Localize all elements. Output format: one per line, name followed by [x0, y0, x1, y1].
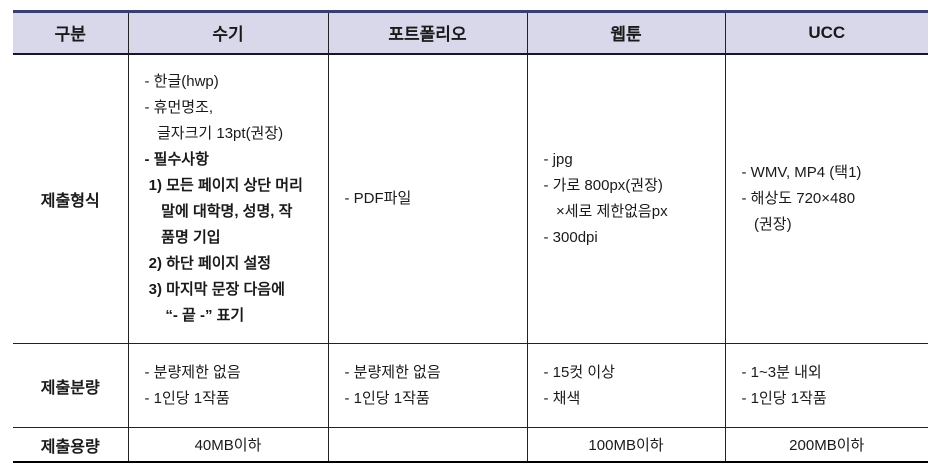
cell-line: 200MB이하 [789, 437, 865, 454]
cell-line: 1) 모든 페이지 상단 머리 [144, 176, 303, 194]
cell-line: - 휴먼명조, [144, 98, 214, 116]
cell-line: 40MB이하 [194, 437, 262, 454]
cell-line: - 300dpi [543, 228, 598, 246]
cell-line: 100MB이하 [588, 437, 664, 454]
cell-line: - jpg [543, 150, 573, 168]
table-row: 제출형식 - 한글(hwp) - 휴먼명조, 글자크기 13pt(권장) - 필수사항… [13, 53, 928, 344]
column-header-1: 수기 [128, 11, 329, 55]
cell-content: - 한글(hwp) - 휴먼명조, 글자크기 13pt(권장) - 필수사항 1) … [129, 63, 328, 335]
cell-line: - WMV, MP4 (택1) [741, 163, 862, 181]
cell-line: - PDF파일 [344, 189, 412, 207]
cell-content: - 분량제한 없음 - 1인당 1작품 [329, 354, 527, 418]
cell-line: 2) 하단 페이지 설정 [144, 254, 272, 272]
table-cell: 100MB이하 [527, 427, 726, 462]
column-header-0: 구분 [13, 11, 129, 55]
row-label: 제출분량 [13, 343, 129, 428]
cell-content: - 15컷 이상 - 채색 [528, 354, 725, 418]
cell-line: - 1인당 1작품 [741, 389, 827, 407]
column-header-4: UCC [725, 11, 928, 55]
table-cell: - jpg - 가로 800px(권장) ×세로 제한없음px - 300dpi [527, 53, 726, 344]
cell-content: - 분량제한 없음 - 1인당 1작품 [129, 354, 328, 418]
table-cell: 40MB이하 [128, 427, 329, 462]
table-cell [328, 427, 528, 462]
cell-line: - 필수사항 [144, 150, 209, 168]
cell-line: - 한글(hwp) [144, 72, 219, 90]
cell-line: - 가로 800px(권장) [543, 176, 663, 194]
cell-content: 40MB이하 [129, 428, 328, 461]
table-row: 제출분량 - 분량제한 없음 - 1인당 1작품 - 분량제한 없음 - 1인당 1작품… [13, 343, 928, 428]
cell-line: (권장) [741, 215, 792, 233]
table-cell: - 15컷 이상 - 채색 [527, 343, 726, 428]
cell-line: - 15컷 이상 [543, 363, 615, 381]
cell-line: - 1~3분 내외 [741, 363, 822, 381]
cell-line: - 1인당 1작품 [144, 389, 230, 407]
cell-content: - 1~3분 내외 - 1인당 1작품 [726, 354, 929, 418]
cell-content: - WMV, MP4 (택1) - 해상도 720×480 (권장) [726, 154, 929, 244]
cell-line: 글자크기 13pt(권장) [144, 124, 284, 142]
table-cell: - WMV, MP4 (택1) - 해상도 720×480 (권장) [725, 54, 928, 344]
table-cell: - 분량제한 없음 - 1인당 1작품 [328, 343, 528, 428]
cell-line: 3) 마지막 문장 다음에 [144, 280, 285, 298]
table-row: 제출용량 40MB이하 100MB이하 200MB이하 [13, 427, 928, 463]
cell-content: 100MB이하 [528, 428, 725, 461]
header-row: 구분 수기 포트폴리오 웹툰 UCC [13, 11, 928, 55]
column-header-3: 웹툰 [527, 11, 726, 55]
table-cell: - 분량제한 없음 - 1인당 1작품 [128, 343, 329, 428]
cell-line: ×세로 제한없음px [543, 202, 668, 220]
cell-line: - 분량제한 없음 [144, 363, 241, 381]
cell-content [329, 439, 527, 451]
cell-content: 200MB이하 [726, 428, 929, 461]
row-label: 제출형식 [13, 53, 129, 344]
row-label: 제출용량 [13, 427, 129, 462]
cell-line: 품명 기입 [144, 228, 221, 246]
table-cell: 200MB이하 [725, 428, 928, 463]
cell-line: - 해상도 720×480 [741, 189, 856, 207]
submission-requirements-table: 구분 수기 포트폴리오 웹툰 UCC 제출형식 - 한글(hwp) - 휴먼명조, 글자크기… [13, 10, 928, 463]
cell-content: - PDF파일 [329, 180, 527, 218]
cell-content: - jpg - 가로 800px(권장) ×세로 제한없음px - 300dpi [528, 141, 725, 257]
cell-line: - 1인당 1작품 [344, 389, 430, 407]
cell-line: - 채색 [543, 389, 581, 407]
table-body: 제출형식 - 한글(hwp) - 휴먼명조, 글자크기 13pt(권장) - 필수사항… [13, 53, 928, 463]
cell-line: 말에 대학명, 성명, 작 [144, 202, 293, 220]
column-header-2: 포트폴리오 [328, 11, 528, 55]
table-cell: - PDF파일 [328, 53, 528, 344]
table-cell: - 1~3분 내외 - 1인당 1작품 [725, 344, 928, 428]
cell-line: - 분량제한 없음 [344, 363, 441, 381]
table-cell: - 한글(hwp) - 휴먼명조, 글자크기 13pt(권장) - 필수사항 1) … [128, 53, 329, 344]
cell-line: “- 끝 -” 표기 [144, 306, 245, 324]
table-header: 구분 수기 포트폴리오 웹툰 UCC [13, 11, 928, 55]
